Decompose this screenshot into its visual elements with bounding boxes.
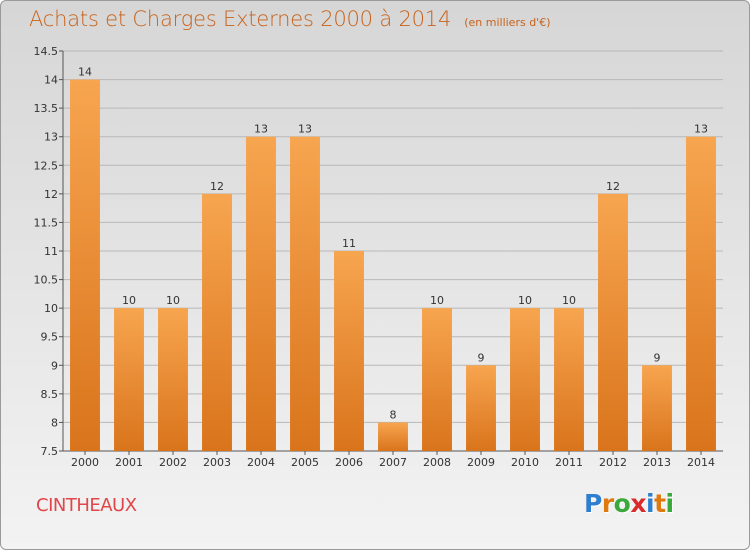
logo-letter: P [584, 489, 602, 518]
data-label: 14 [78, 66, 92, 79]
y-tick-label: 11.5 [34, 216, 59, 229]
bar[interactable] [114, 308, 144, 451]
y-tick-label: 8 [51, 416, 58, 429]
bar[interactable] [378, 422, 408, 451]
bar[interactable] [422, 308, 452, 451]
data-label: 9 [478, 351, 485, 364]
data-label: 12 [606, 180, 620, 193]
bar[interactable] [70, 79, 100, 452]
data-label: 10 [562, 294, 576, 307]
x-tick-label: 2005 [291, 456, 319, 469]
data-label: 9 [654, 351, 661, 364]
logo-letter: i [665, 489, 675, 518]
logo-letter: o [613, 489, 631, 518]
x-tick-label: 2003 [203, 456, 231, 469]
y-tick-label: 10 [44, 302, 58, 315]
x-tick-label: 2006 [335, 456, 363, 469]
chart-title: Achats et Charges Externes 2000 à 2014 [29, 7, 452, 31]
bar[interactable] [466, 365, 496, 451]
y-tick-label: 11 [44, 245, 58, 258]
y-tick-label: 12 [44, 188, 58, 201]
bar[interactable] [598, 193, 628, 451]
logo-letter: t [654, 489, 666, 518]
x-tick-label: 2008 [423, 456, 451, 469]
label-layer: 14 10 10 12 13 13 11 8 10 9 10 10 12 9 13 [78, 66, 708, 422]
y-tick-label: 13.5 [34, 102, 59, 115]
data-label: 13 [694, 123, 708, 136]
y-tick-label: 14 [44, 74, 58, 87]
bar[interactable] [158, 308, 188, 451]
data-label: 10 [166, 294, 180, 307]
axis-layer: 7.5 8 8.5 9 9.5 10 10.5 11 11.5 12 12.5 13 13.5 14 14.… [34, 45, 723, 469]
y-tick-label: 12.5 [34, 159, 59, 172]
data-label: 8 [390, 408, 397, 421]
data-label: 10 [122, 294, 136, 307]
bar[interactable] [202, 193, 232, 451]
data-label: 12 [210, 180, 224, 193]
x-tick-label: 2014 [687, 456, 715, 469]
commune-name: CINTHEAUX [36, 495, 137, 516]
bar[interactable] [554, 308, 584, 451]
y-tick-label: 7.5 [41, 445, 59, 458]
logo-letter: x [630, 489, 646, 518]
bar[interactable] [686, 136, 716, 451]
chart-subtitle: (en milliers d'€) [464, 16, 551, 29]
x-tick-label: 2002 [159, 456, 187, 469]
bar[interactable] [290, 136, 320, 451]
proxiti-logo[interactable]: Proxiti [584, 489, 674, 518]
y-tick-label: 14.5 [34, 45, 59, 58]
x-tick-label: 2010 [511, 456, 539, 469]
x-tick-label: 2000 [71, 456, 99, 469]
logo-letter: r [601, 489, 614, 518]
x-tick-label: 2012 [599, 456, 627, 469]
data-label: 10 [518, 294, 532, 307]
y-tick-label: 10.5 [34, 274, 59, 287]
data-label: 11 [342, 237, 356, 250]
x-tick-label: 2007 [379, 456, 407, 469]
x-tick-label: 2004 [247, 456, 275, 469]
x-tick-label: 2011 [555, 456, 583, 469]
data-label: 10 [430, 294, 444, 307]
bar[interactable] [642, 365, 672, 451]
data-label: 13 [254, 123, 268, 136]
y-tick-label: 9 [51, 359, 58, 372]
y-tick-label: 8.5 [41, 388, 59, 401]
bar-layer [70, 79, 716, 452]
data-label: 13 [298, 123, 312, 136]
y-tick-label: 13 [44, 131, 58, 144]
bar[interactable] [510, 308, 540, 451]
title-row: Achats et Charges Externes 2000 à 2014 (… [29, 7, 551, 31]
x-tick-label: 2001 [115, 456, 143, 469]
y-tick-label: 9.5 [41, 331, 59, 344]
x-tick-label: 2013 [643, 456, 671, 469]
bar[interactable] [246, 136, 276, 451]
x-tick-label: 2009 [467, 456, 495, 469]
logo-letter: i [646, 489, 655, 518]
bar[interactable] [334, 251, 364, 451]
